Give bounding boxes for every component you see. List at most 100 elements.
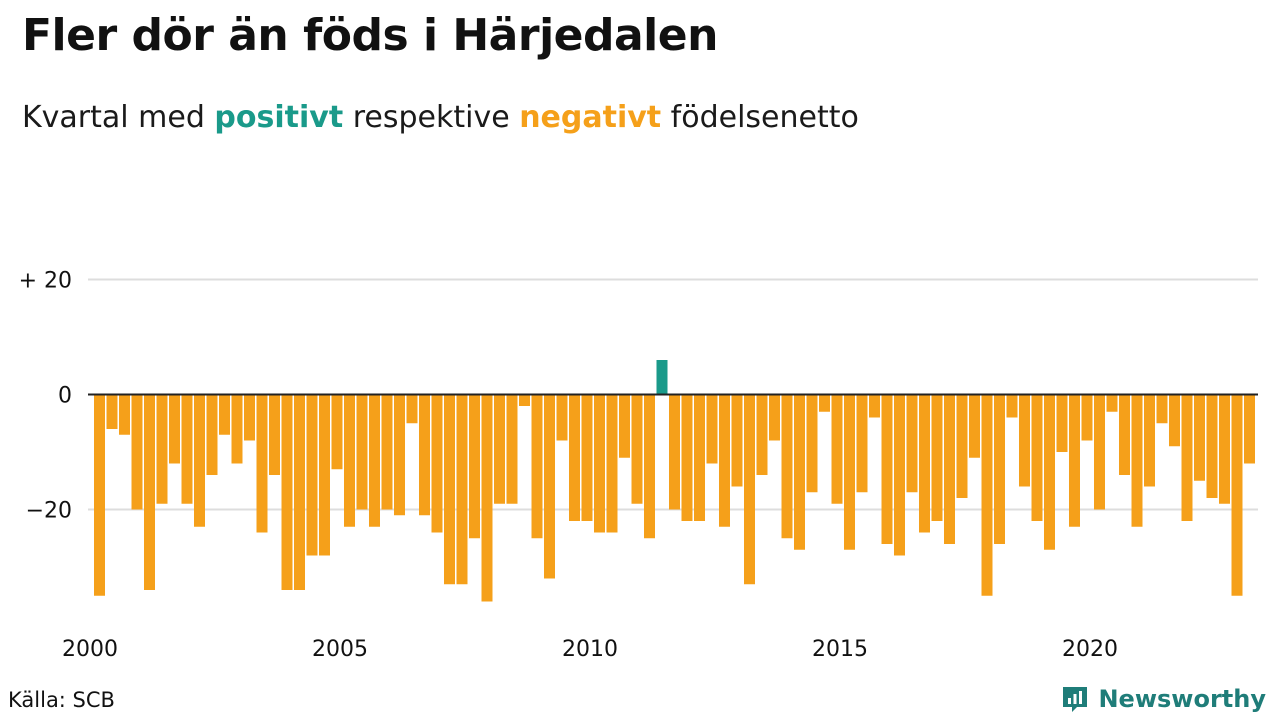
x-tick-label: 2005	[312, 637, 368, 662]
bar-positive	[656, 360, 668, 395]
bar-negative	[981, 394, 993, 596]
bar-negative	[1106, 394, 1118, 412]
subtitle-negative-word: negativt	[519, 100, 662, 135]
bar-negative	[669, 394, 680, 510]
bar-negative	[706, 394, 718, 464]
bar-negative	[456, 394, 468, 585]
bar-negative	[1031, 394, 1043, 521]
bar-negative	[194, 394, 205, 527]
bar-negative	[1169, 394, 1180, 447]
bar-negative	[794, 394, 805, 550]
bar-negative	[1131, 394, 1143, 527]
bar-negative	[681, 394, 693, 521]
chart-title: Fler dör än föds i Härjedalen	[22, 10, 718, 61]
x-tick-label: 2000	[62, 637, 118, 662]
bar-negative	[881, 394, 893, 544]
bar-negative	[1219, 394, 1230, 504]
bar-negative	[731, 394, 743, 487]
bar-negative	[831, 394, 843, 504]
bar-negative	[244, 394, 255, 441]
y-tick-label: −20	[26, 499, 72, 524]
bar-negative	[494, 394, 505, 504]
bar-negative	[394, 394, 405, 516]
bar-negative	[169, 394, 180, 464]
subtitle-text-after: födelsenetto	[661, 100, 859, 135]
bar-negative	[1094, 394, 1105, 510]
bar-negative	[1156, 394, 1168, 424]
bar-negative	[219, 394, 230, 435]
bar-negative	[719, 394, 730, 527]
bar-negative	[119, 394, 130, 435]
bar-negative	[444, 394, 455, 585]
bar-negative	[344, 394, 355, 527]
bar-negative	[631, 394, 643, 504]
bar-negative	[1144, 394, 1155, 487]
brand-logo-group[interactable]: Newsworthy	[1060, 684, 1266, 714]
bar-negative	[156, 394, 168, 504]
newsworthy-logo-icon	[1063, 687, 1088, 712]
bar-negative	[519, 394, 530, 406]
bar-negative	[331, 394, 343, 470]
bar-negative	[481, 394, 493, 602]
x-tick-label: 2010	[562, 637, 618, 662]
bar-negative	[381, 394, 393, 510]
bar-negative	[1006, 394, 1018, 418]
bar-negative	[356, 394, 368, 510]
bar-negative	[1081, 394, 1093, 441]
bar-negative	[1231, 394, 1243, 596]
y-tick-label: 0	[58, 384, 72, 409]
bar-negative	[819, 394, 830, 412]
bar-negative	[844, 394, 855, 550]
bar-negative	[231, 394, 243, 464]
bar-negative	[581, 394, 593, 521]
bar-negative	[256, 394, 268, 533]
bar-negative	[544, 394, 555, 579]
bar-negative	[94, 394, 105, 596]
bar-negative	[644, 394, 655, 539]
bar-negative	[756, 394, 768, 475]
bar-negative	[1069, 394, 1080, 527]
bar-negative	[569, 394, 580, 521]
bar-negative	[919, 394, 930, 533]
bar-negative	[944, 394, 955, 544]
bar-negative	[281, 394, 293, 590]
bar-negative	[619, 394, 630, 458]
bar-negative	[869, 394, 880, 418]
bar-negative	[769, 394, 780, 441]
bar-negative	[806, 394, 818, 493]
bar-negative	[319, 394, 330, 556]
subtitle-positive-word: positivt	[214, 100, 344, 135]
bar-negative	[781, 394, 793, 539]
bar-negative	[269, 394, 280, 475]
bar-negative	[1244, 394, 1255, 464]
bar-negative	[894, 394, 905, 556]
chart-subtitle: Kvartal med positivt respektive negativt…	[22, 100, 859, 135]
bar-negative	[294, 394, 305, 590]
bar-negative	[931, 394, 943, 521]
bar-negative	[1119, 394, 1130, 475]
bar-negative	[419, 394, 430, 516]
bar-negative	[306, 394, 318, 556]
subtitle-text-before: Kvartal med	[22, 100, 215, 135]
y-tick-label: + 20	[19, 269, 72, 294]
bar-negative	[694, 394, 705, 521]
bar-negative	[1194, 394, 1205, 481]
bar-negative	[506, 394, 518, 504]
bar-negative	[431, 394, 443, 533]
bar-negative	[594, 394, 605, 533]
bar-negative	[131, 394, 143, 510]
bar-negative	[1056, 394, 1068, 452]
x-tick-label: 2015	[812, 637, 868, 662]
bar-negative	[606, 394, 618, 533]
bar-negative	[994, 394, 1005, 544]
bar-negative	[369, 394, 380, 527]
bar-negative	[469, 394, 480, 539]
bar-negative	[556, 394, 568, 441]
bar-negative	[1206, 394, 1218, 498]
subtitle-text-middle: respektive	[343, 100, 520, 135]
x-tick-label: 2020	[1062, 637, 1118, 662]
bar-negative	[144, 394, 155, 590]
bar-negative	[406, 394, 418, 424]
bar-negative	[969, 394, 980, 458]
